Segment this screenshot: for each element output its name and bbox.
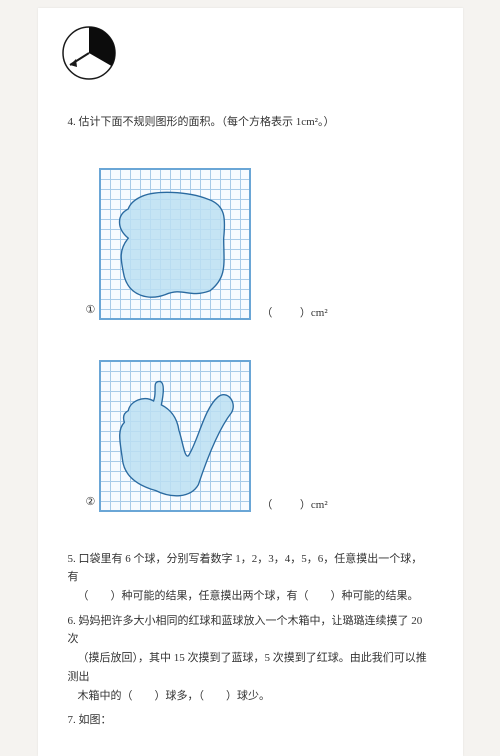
shape-2-path	[120, 381, 234, 495]
q6-line2: （摸后放回），其中 15 次摸到了蓝球，5 次摸到了红球。由此我们可以推测出	[68, 652, 427, 683]
q7-text: 如图：	[79, 714, 112, 726]
grid-figure-1: ① （ ）cm²	[86, 168, 433, 320]
figure-1-marker: ①	[86, 303, 96, 316]
answer-2: （ ）cm²	[261, 496, 327, 512]
question-6: 6. 妈妈把许多大小相同的红球和蓝球放入一个木箱中，让璐璐连续摸了 20 次 （…	[68, 612, 433, 705]
question-4: 4. 估计下面不规则图形的面积。（每个方格表示 1cm²。）	[68, 113, 433, 132]
q6-line3: 木箱中的（ ）球多，（ ）球少。	[68, 690, 271, 702]
grid-2	[99, 360, 251, 512]
shape-1-svg	[101, 170, 249, 318]
q5-line2: （ ）种可能的结果，任意摸出两个球，有（ ）种可能的结果。	[68, 590, 419, 602]
question-7: 7. 如图：	[68, 711, 433, 730]
figure-2-marker: ②	[86, 495, 96, 508]
q7-prefix: 7.	[68, 714, 76, 726]
shape-2-svg	[101, 362, 249, 510]
q4-text: 估计下面不规则图形的面积。（每个方格表示 1cm²。）	[79, 116, 335, 128]
q6-line1: 妈妈把许多大小相同的红球和蓝球放入一个木箱中，让璐璐连续摸了 20 次	[68, 615, 423, 646]
grid-1	[99, 168, 251, 320]
answer-1: （ ）cm²	[261, 304, 327, 320]
q5-line1: 口袋里有 6 个球，分别写着数字 1，2，3，4，5，6，任意摸出一个球，有	[68, 553, 423, 584]
answer-1-blank[interactable]	[275, 307, 297, 319]
q6-prefix: 6.	[68, 615, 76, 627]
q4-prefix: 4.	[68, 116, 76, 128]
shape-1-path	[120, 192, 225, 297]
q5-prefix: 5.	[68, 553, 76, 565]
question-5: 5. 口袋里有 6 个球，分别写着数字 1，2，3，4，5，6，任意摸出一个球，…	[68, 550, 433, 606]
answer-2-blank[interactable]	[275, 499, 297, 511]
pie-clock-figure	[62, 26, 433, 83]
grid-figure-2: ② （ ）cm²	[86, 360, 433, 512]
